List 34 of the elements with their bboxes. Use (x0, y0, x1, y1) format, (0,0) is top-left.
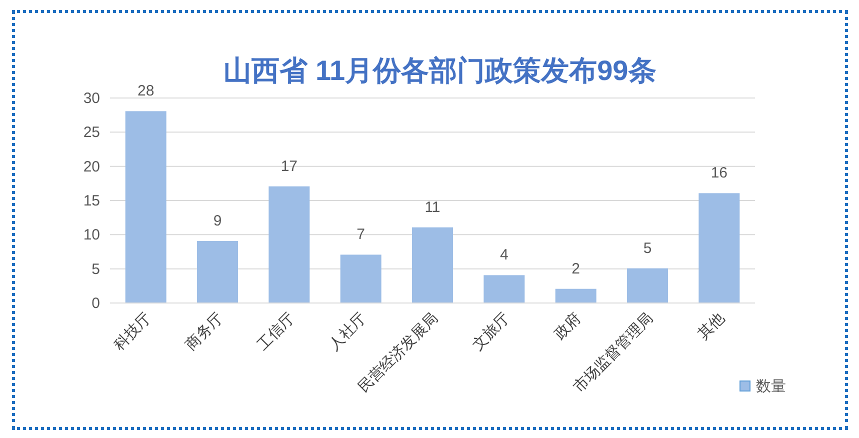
bar (484, 275, 525, 304)
y-tick-label: 25 (83, 124, 100, 142)
data-label: 17 (280, 158, 298, 175)
bar (412, 227, 453, 304)
data-label: 4 (500, 246, 508, 264)
y-tick-label: 20 (83, 158, 100, 176)
data-label: 7 (356, 226, 366, 244)
x-tick-label: 政府 (551, 310, 585, 344)
y-tick-label: 10 (83, 226, 100, 244)
x-tick-label: 人社厅 (326, 310, 370, 354)
y-tick-label: 15 (83, 192, 100, 210)
data-label: 16 (710, 164, 728, 182)
bar (627, 268, 668, 304)
y-tick-label: 0 (92, 295, 100, 312)
y-tick-label: 5 (92, 260, 100, 278)
bar (555, 288, 596, 304)
x-tick-label: 其他 (694, 310, 728, 344)
data-label: 28 (137, 82, 154, 100)
x-tick-label: 科技厅 (110, 310, 155, 354)
bar (698, 193, 740, 304)
x-tick-label: 商务厅 (182, 310, 226, 354)
bar (125, 111, 166, 304)
data-label: 5 (643, 240, 652, 257)
y-tick-label: 30 (83, 90, 100, 107)
chart-title: 山西省 11月份各部门政策发布99条 (224, 55, 656, 86)
bar (268, 186, 310, 304)
data-label: 11 (424, 198, 440, 216)
bar (197, 241, 238, 304)
x-tick-label: 文旅厅 (469, 310, 513, 354)
legend-label: 数量 (756, 378, 786, 395)
data-label: 2 (572, 260, 580, 278)
data-label: 9 (213, 212, 222, 230)
bar (340, 254, 382, 304)
x-tick-label: 工信厅 (254, 310, 298, 354)
